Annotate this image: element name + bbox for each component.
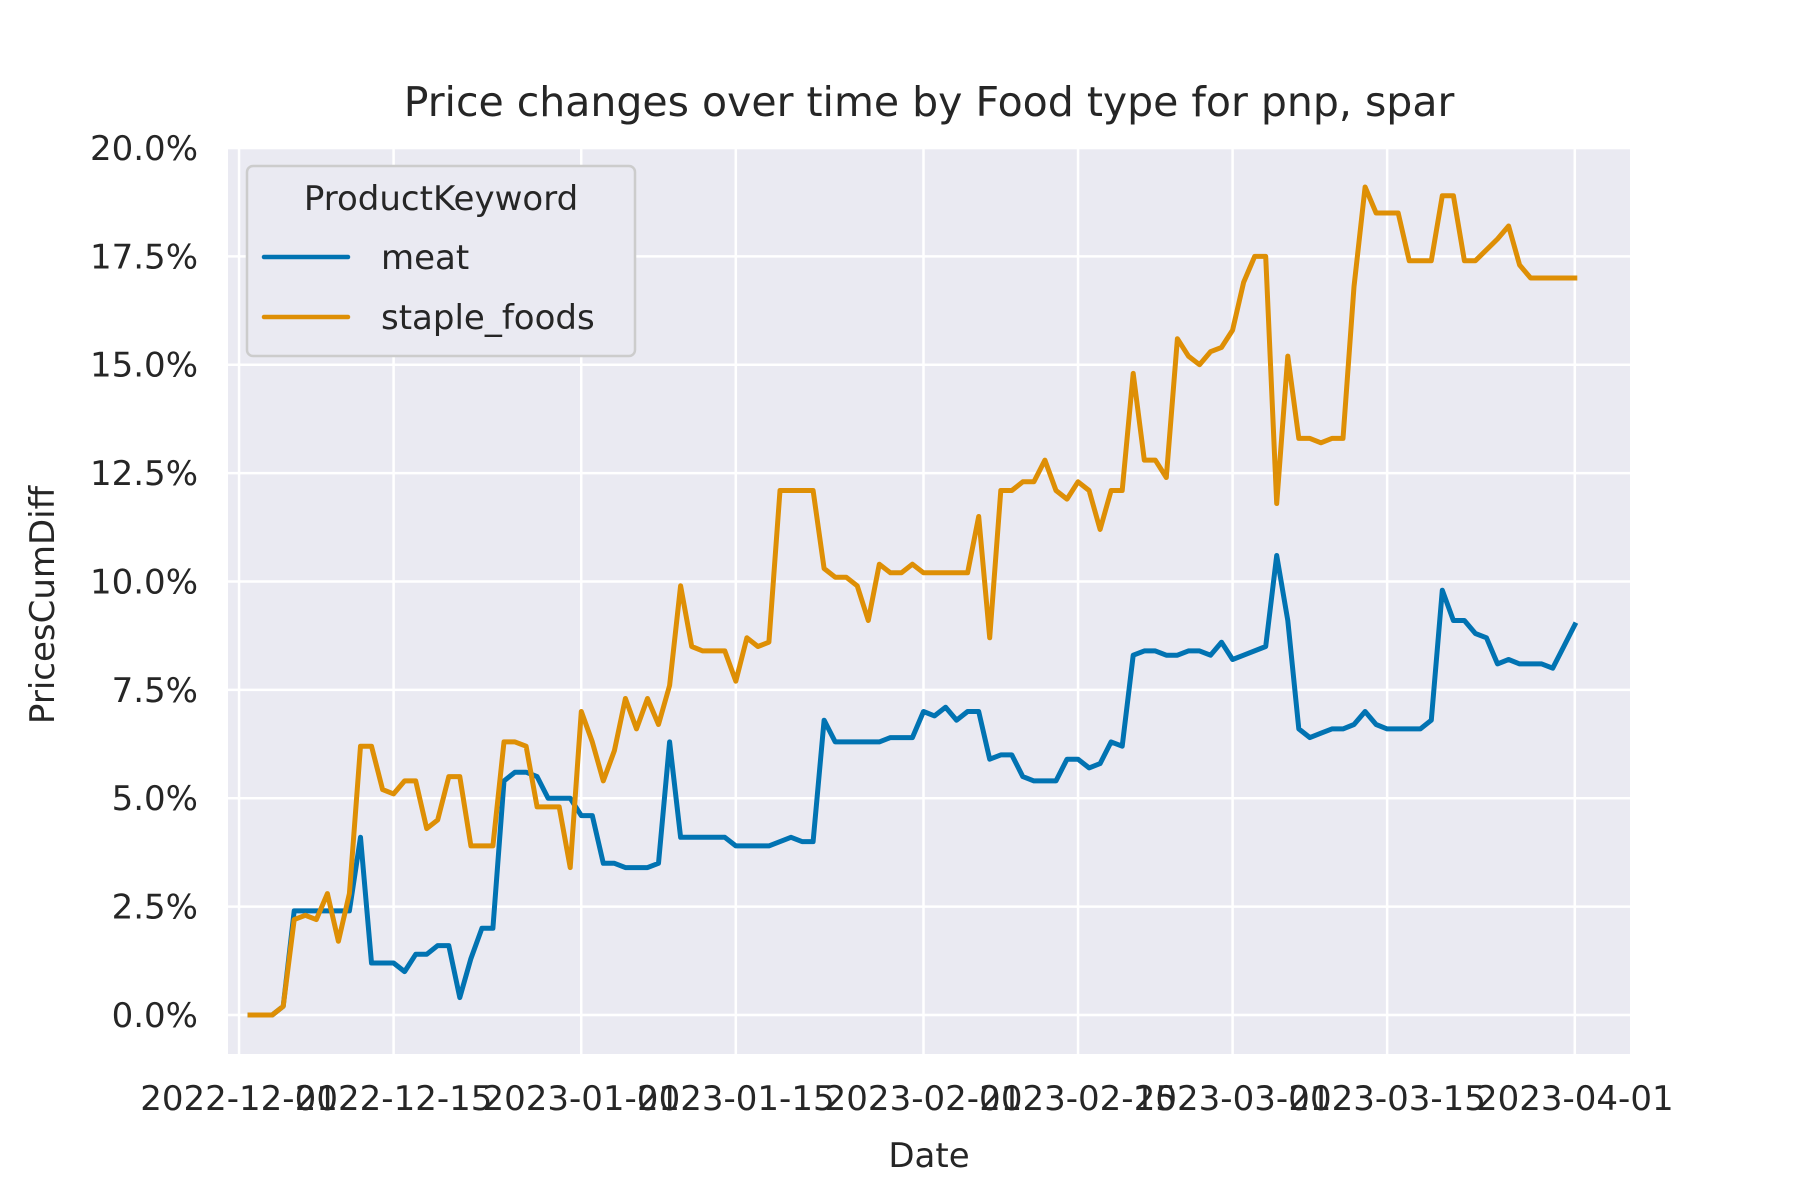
x-tick-labels: 2022-12-012022-12-152023-01-012023-01-15… [140,1079,1673,1119]
x-tick-label: 2022-12-15 [295,1079,493,1119]
y-tick-labels: 0.0% 2.5% 5.0% 7.5% 10.0% 12.5% 15.0% 17.5% 20.0… [90,129,198,1036]
x-tick-label: 2023-03-15 [1288,1079,1486,1119]
y-tick-label: 0.0% [112,996,198,1036]
y-tick-label: 2.5% [112,888,198,928]
x-tick-label: 2023-02-15 [979,1079,1177,1119]
y-tick-label: 10.0% [90,562,198,602]
y-tick-label: 15.0% [90,346,198,386]
y-tick-label: 7.5% [112,671,198,711]
x-tick-label: 2023-04-01 [1476,1079,1674,1119]
x-axis-label: Date [888,1136,969,1176]
legend-box [245,164,637,358]
series-lines [247,184,1579,1018]
y-axis-label: PricesCumDiff [23,484,63,724]
grid-lines [228,146,1630,1054]
y-tick-label: 5.0% [112,779,198,819]
y-tick-label: 12.5% [90,454,198,494]
legend: ProductKeyword meat staple_foods [245,164,637,358]
series-line-staple-foods [247,184,1578,1018]
x-tick-label: 2023-01-01 [482,1079,680,1119]
legend-title: ProductKeyword [304,179,578,219]
y-tick-label: 20.0% [90,129,198,169]
legend-label-meat: meat [381,238,469,278]
chart-title: Price changes over time by Food type for… [404,78,1455,126]
x-tick-label: 2022-12-01 [140,1079,338,1119]
y-tick-label: 17.5% [90,237,198,277]
series-line-meat [247,553,1579,1018]
x-tick-label: 2023-02-01 [825,1079,1023,1119]
legend-label-staple-foods: staple_foods [381,298,595,338]
x-tick-label: 2023-01-15 [637,1079,835,1119]
x-tick-label: 2023-03-01 [1134,1079,1332,1119]
